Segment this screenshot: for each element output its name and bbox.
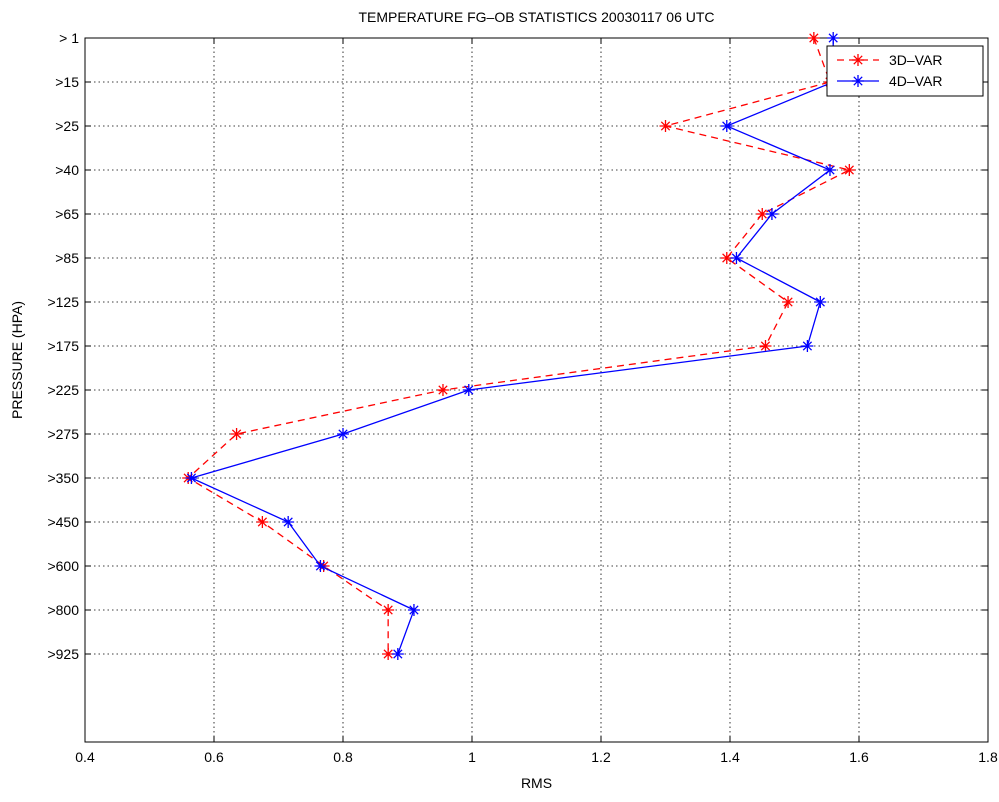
y-tick-label: >350 bbox=[47, 470, 79, 486]
x-tick-label: 1.2 bbox=[591, 749, 611, 765]
legend-item: 3D–VAR bbox=[837, 52, 942, 68]
series-layer bbox=[182, 32, 856, 660]
data-point-marker bbox=[782, 296, 795, 308]
data-point-marker bbox=[730, 252, 743, 264]
y-tick-label: >800 bbox=[47, 602, 79, 618]
legend-item: 4D–VAR bbox=[837, 73, 942, 89]
data-point-marker bbox=[759, 340, 772, 352]
x-tick-label: 0.8 bbox=[333, 749, 353, 765]
y-tick-label: >40 bbox=[55, 162, 79, 178]
data-point-marker bbox=[462, 384, 475, 396]
data-point-marker bbox=[720, 120, 733, 132]
y-tick-label: >450 bbox=[47, 514, 79, 530]
y-tick-label: >225 bbox=[47, 382, 79, 398]
y-axis-title: PRESSURE (HPA) bbox=[9, 301, 25, 419]
data-point-marker bbox=[282, 516, 295, 528]
data-point-marker bbox=[382, 648, 395, 660]
x-tick-label: 0.4 bbox=[75, 749, 95, 765]
data-point-marker bbox=[807, 32, 820, 44]
data-point-marker bbox=[436, 384, 449, 396]
y-tick-label: >275 bbox=[47, 426, 79, 442]
x-tick-label: 1.4 bbox=[720, 749, 740, 765]
data-point-marker bbox=[827, 32, 840, 44]
data-point-marker bbox=[756, 208, 769, 220]
data-point-marker bbox=[823, 164, 836, 176]
data-point-marker bbox=[256, 516, 269, 528]
y-axis-tick-labels: > 1 >15 >25 >40 >65 >85 >125 >175 >225 >275 >350 >4… bbox=[47, 30, 79, 662]
legend: 3D–VAR 4D–VAR bbox=[826, 45, 984, 97]
y-tick-label: >175 bbox=[47, 338, 79, 354]
legend-marker bbox=[852, 54, 864, 66]
data-point-marker bbox=[314, 560, 327, 572]
y-tick-label: > 1 bbox=[59, 30, 79, 46]
data-point-marker bbox=[185, 472, 198, 484]
y-tick-label: >15 bbox=[55, 74, 79, 90]
y-tick-label: >925 bbox=[47, 646, 79, 662]
x-axis-tick-labels: 0.4 0.6 0.8 1 1.2 1.4 1.6 1.8 bbox=[75, 749, 998, 765]
series-4dvar bbox=[185, 32, 840, 660]
data-point-marker bbox=[337, 428, 349, 440]
data-point-marker bbox=[720, 252, 733, 264]
data-point-marker bbox=[382, 604, 395, 616]
chart-title: TEMPERATURE FG–OB STATISTICS 20030117 06… bbox=[358, 9, 714, 25]
axis-ticks bbox=[84, 37, 989, 742]
data-point-marker bbox=[765, 208, 778, 220]
legend-marker bbox=[852, 75, 864, 87]
legend-box bbox=[826, 45, 984, 97]
data-point-marker bbox=[230, 428, 243, 440]
legend-label: 4D–VAR bbox=[889, 73, 942, 89]
x-tick-label: 0.6 bbox=[204, 749, 224, 765]
y-tick-label: >25 bbox=[55, 118, 79, 134]
x-tick-label: 1 bbox=[468, 749, 476, 765]
x-axis-title: RMS bbox=[521, 775, 552, 791]
data-point-marker bbox=[407, 604, 420, 616]
y-tick-label: >125 bbox=[47, 294, 79, 310]
data-point-marker bbox=[814, 296, 827, 308]
data-point-marker bbox=[801, 340, 814, 352]
x-tick-label: 1.6 bbox=[849, 749, 869, 765]
legend-label: 3D–VAR bbox=[889, 52, 942, 68]
data-point-marker bbox=[659, 120, 672, 132]
y-tick-label: >65 bbox=[55, 206, 79, 222]
x-tick-label: 1.8 bbox=[978, 749, 998, 765]
data-point-marker bbox=[843, 164, 856, 176]
y-tick-label: >85 bbox=[55, 250, 79, 266]
y-tick-label: >600 bbox=[47, 558, 79, 574]
data-point-marker bbox=[391, 648, 404, 660]
